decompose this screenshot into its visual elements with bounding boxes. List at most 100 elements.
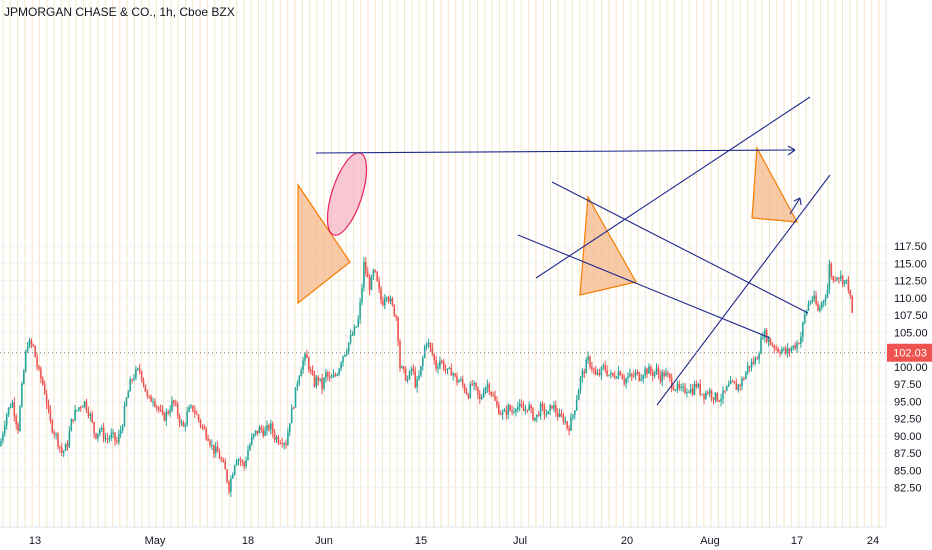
candle-body xyxy=(788,348,791,352)
candle-body xyxy=(327,372,329,377)
candle-body xyxy=(241,460,244,463)
candle-body xyxy=(553,405,555,409)
candle-body xyxy=(663,372,665,377)
candle-body xyxy=(579,377,582,390)
candle-body xyxy=(112,432,114,434)
candle-body xyxy=(363,261,365,288)
candle-body xyxy=(384,298,386,306)
arrow-head xyxy=(787,145,796,151)
candle-body xyxy=(817,304,819,311)
candle-body xyxy=(344,354,346,357)
candle-body xyxy=(596,373,599,375)
candle-body xyxy=(408,371,411,380)
candle-body xyxy=(456,375,458,383)
candle-body xyxy=(188,407,190,412)
candle-body xyxy=(615,377,618,379)
candle-body xyxy=(51,420,54,432)
candle-body xyxy=(574,410,576,415)
candle-body xyxy=(351,334,354,336)
candle-body xyxy=(74,409,76,421)
candle-body xyxy=(822,300,825,303)
rising-wedge-upper-line xyxy=(535,96,811,279)
candle-body xyxy=(813,295,815,300)
candle-body xyxy=(154,401,156,407)
candle-body xyxy=(108,438,111,440)
candle-body xyxy=(321,378,323,389)
candle-body xyxy=(262,429,264,436)
candle-body xyxy=(7,407,10,415)
candle-body xyxy=(118,434,120,442)
candle-body xyxy=(70,419,73,432)
candle-body xyxy=(737,384,739,390)
candle-body xyxy=(323,378,325,389)
candle-body xyxy=(180,422,183,424)
candle-body xyxy=(644,368,646,376)
candle-body xyxy=(834,279,836,281)
candle-body xyxy=(684,386,686,394)
candle-body xyxy=(319,378,321,381)
candle-body xyxy=(336,374,339,376)
candle-body xyxy=(195,413,198,415)
candle-body xyxy=(608,374,610,376)
candle-body xyxy=(334,374,337,376)
candle-body xyxy=(252,434,255,438)
candle-body xyxy=(201,425,204,427)
candle-body xyxy=(399,340,401,369)
candle-body xyxy=(207,438,209,441)
candle-body xyxy=(688,391,690,393)
candle-body xyxy=(499,414,502,416)
candle-body xyxy=(427,342,430,345)
y-tick-label: 82.50 xyxy=(894,483,922,495)
candle-body xyxy=(798,343,800,345)
candle-body xyxy=(38,366,40,369)
candle-body xyxy=(484,387,487,393)
candle-body xyxy=(228,481,230,492)
candle-body xyxy=(138,368,141,372)
candle-body xyxy=(646,368,648,374)
candle-body xyxy=(123,405,126,427)
candle-body xyxy=(832,276,834,280)
candle-body xyxy=(406,379,409,381)
candle-body xyxy=(707,392,709,394)
candle-body xyxy=(209,440,211,446)
candle-body xyxy=(672,388,675,390)
triangle-pattern xyxy=(751,145,799,223)
candle-body xyxy=(712,397,715,400)
candle-body xyxy=(809,301,812,304)
candle-body xyxy=(517,406,519,410)
candle-body xyxy=(137,368,139,370)
candle-body xyxy=(23,370,25,384)
candle-body xyxy=(220,458,223,461)
candle-body xyxy=(298,376,301,384)
candle-body xyxy=(655,368,658,372)
candle-body xyxy=(686,392,688,394)
candle-body xyxy=(836,277,838,280)
arrow-head xyxy=(787,149,796,156)
candle-body xyxy=(625,378,627,384)
candle-body xyxy=(110,433,112,439)
triangle-pattern xyxy=(297,183,351,305)
candle-body xyxy=(532,408,534,421)
candle-body xyxy=(283,443,285,445)
candle-body xyxy=(249,444,251,450)
candle-body xyxy=(338,368,340,375)
candle-body xyxy=(80,407,82,409)
candle-body xyxy=(395,315,397,318)
candle-body xyxy=(376,271,378,282)
candle-body xyxy=(279,443,282,445)
candle-body xyxy=(290,407,293,424)
candle-body xyxy=(190,405,192,408)
y-tick-label: 95.00 xyxy=(894,396,922,408)
candle-body xyxy=(750,361,753,368)
candle-body xyxy=(621,375,624,380)
candle-body xyxy=(150,396,152,402)
candle-body xyxy=(513,411,515,413)
candle-body xyxy=(703,393,705,399)
candle-body xyxy=(606,370,608,376)
candle-body xyxy=(211,444,213,446)
candle-body xyxy=(40,368,42,379)
candle-body xyxy=(401,366,403,369)
candle-body xyxy=(760,337,762,354)
candle-body xyxy=(539,404,542,416)
candle-body xyxy=(414,370,416,388)
